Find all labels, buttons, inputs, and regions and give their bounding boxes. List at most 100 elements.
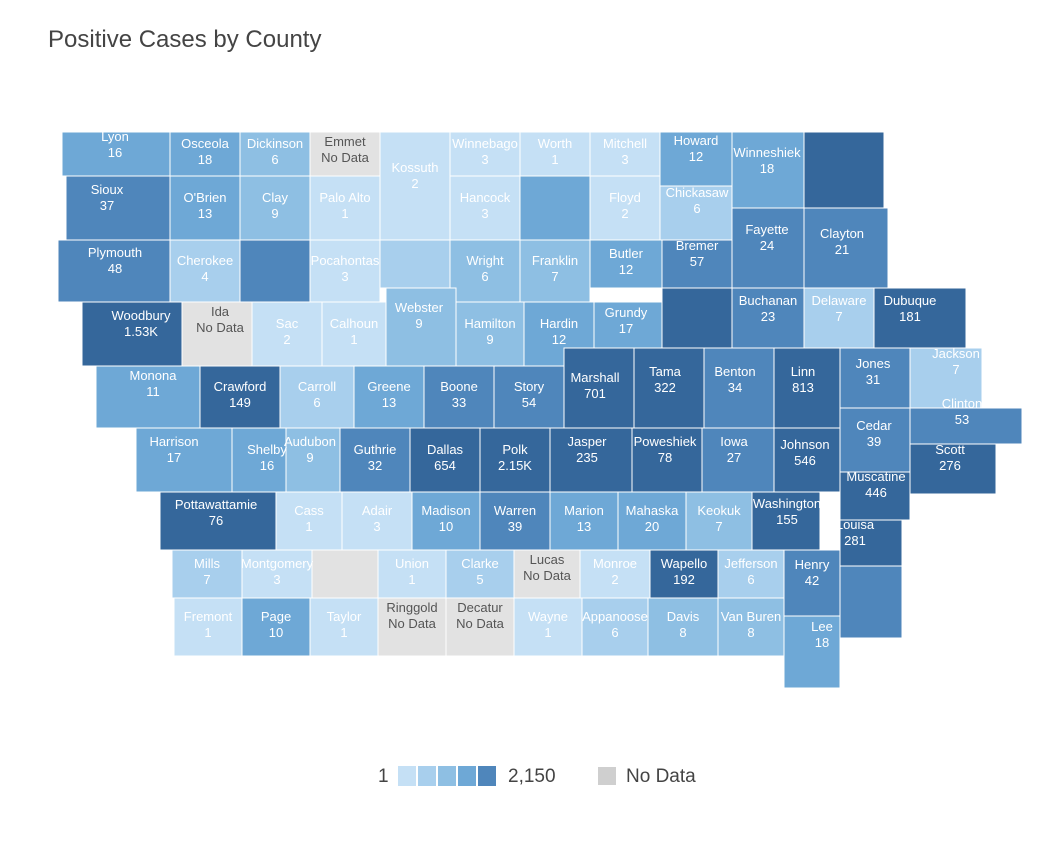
county-winneshiek[interactable]	[731, 131, 805, 209]
county-value-wright: 6	[481, 269, 488, 284]
county-jackson[interactable]	[909, 347, 983, 409]
county-plymouth[interactable]	[57, 239, 171, 303]
county-poweshiek[interactable]	[631, 427, 703, 493]
county-grundy[interactable]	[593, 301, 663, 349]
county-louisa[interactable]	[839, 519, 903, 567]
county-monroe[interactable]	[579, 549, 651, 599]
county-story[interactable]	[493, 365, 565, 429]
county-marion[interactable]	[549, 491, 619, 551]
county-jefferson[interactable]	[717, 549, 785, 599]
county-name-washington: Washington	[753, 496, 821, 511]
county-guthrie[interactable]	[339, 427, 411, 493]
county-o-brien[interactable]	[169, 175, 241, 241]
county-mills[interactable]	[171, 549, 243, 599]
county-ida[interactable]	[181, 301, 253, 367]
county-boone[interactable]	[423, 365, 495, 429]
county-humboldt[interactable]	[379, 239, 451, 289]
county-cass[interactable]	[275, 491, 343, 551]
county-value-poweshiek: 78	[658, 450, 672, 465]
county-name-shelby: Shelby	[247, 442, 287, 457]
county-value-calhoun: 1	[350, 332, 357, 347]
county-lyon[interactable]	[61, 131, 171, 177]
county-cherokee[interactable]	[169, 239, 241, 303]
county-osceola[interactable]	[169, 131, 241, 177]
county-appanoose[interactable]	[581, 597, 649, 657]
county-name-dallas: Dallas	[427, 442, 464, 457]
county-name-jefferson: Jefferson	[724, 556, 777, 571]
county-audubon[interactable]	[285, 427, 341, 493]
county-washington[interactable]	[751, 491, 821, 551]
county-marshall[interactable]	[563, 347, 635, 429]
county-name-tama: Tama	[649, 364, 682, 379]
county-woodbury[interactable]	[81, 301, 183, 367]
county-name-mitchell: Mitchell	[603, 136, 647, 151]
county-carroll[interactable]	[279, 365, 355, 429]
county-name-cass: Cass	[294, 503, 324, 518]
county-dubuque[interactable]	[873, 287, 967, 349]
county-dickinson[interactable]	[239, 131, 311, 177]
county-pottawattamie[interactable]	[159, 491, 277, 551]
county-value-dallas: 654	[434, 458, 456, 473]
county-cerro-gordo[interactable]	[519, 175, 591, 241]
county-jasper[interactable]	[549, 427, 633, 493]
county-harrison[interactable]	[135, 427, 233, 493]
county-wapello[interactable]	[649, 549, 719, 599]
county-value-guthrie: 32	[368, 458, 382, 473]
county-chickasaw[interactable]	[659, 185, 733, 241]
county-clayton[interactable]	[803, 207, 889, 289]
county-clay[interactable]	[239, 175, 311, 241]
county-name-winnebago: Winnebago	[452, 136, 518, 151]
county-name-worth: Worth	[538, 136, 572, 151]
county-fayette[interactable]	[731, 207, 805, 289]
county-clinton[interactable]	[909, 407, 1023, 445]
county-allamakee[interactable]	[803, 131, 885, 209]
county-greene[interactable]	[353, 365, 425, 429]
county-johnson[interactable]	[773, 427, 841, 493]
county-mitchell[interactable]	[589, 131, 661, 177]
county-sioux[interactable]	[65, 175, 171, 241]
county-value-sioux: 37	[100, 198, 114, 213]
county-pocahontas[interactable]	[309, 239, 381, 303]
county-ringgold[interactable]	[377, 597, 447, 657]
county-linn[interactable]	[773, 347, 841, 429]
county-warren[interactable]	[479, 491, 551, 551]
county-name-audubon: Audubon	[284, 434, 336, 449]
county-union[interactable]	[377, 549, 447, 599]
county-adams[interactable]	[311, 549, 379, 599]
county-palo-alto[interactable]	[309, 175, 381, 241]
county-name-sac: Sac	[276, 316, 299, 331]
county-value-taylor: 1	[340, 625, 347, 640]
county-floyd[interactable]	[589, 175, 661, 241]
county-buena-vista[interactable]	[239, 239, 311, 303]
county-scott[interactable]	[909, 443, 997, 495]
county-van-buren[interactable]	[717, 597, 785, 657]
county-page[interactable]	[241, 597, 311, 657]
county-fremont[interactable]	[173, 597, 243, 657]
county-crawford[interactable]	[199, 365, 281, 429]
county-name-pottawattamie: Pottawattamie	[175, 497, 257, 512]
county-monona[interactable]	[95, 365, 201, 429]
county-decatur[interactable]	[445, 597, 515, 657]
county-name-adair: Adair	[362, 503, 393, 518]
county-dallas[interactable]	[409, 427, 481, 493]
county-montgomery[interactable]	[241, 549, 313, 599]
county-name-henry: Henry	[795, 557, 830, 572]
county-butler[interactable]	[589, 239, 663, 289]
county-calhoun[interactable]	[321, 301, 387, 367]
county-hancock[interactable]	[449, 175, 521, 241]
county-webster[interactable]	[385, 287, 457, 367]
county-value-washington: 155	[776, 512, 798, 527]
county-tama[interactable]	[633, 347, 705, 429]
county-bremer[interactable]	[661, 239, 733, 289]
county-muscatine[interactable]	[839, 471, 911, 521]
county-des-moines[interactable]	[839, 565, 903, 639]
county-value-van-buren: 8	[747, 625, 754, 640]
county-taylor[interactable]	[309, 597, 379, 657]
county-benton[interactable]	[703, 347, 775, 429]
county-lee[interactable]	[783, 615, 841, 689]
county-iowa[interactable]	[701, 427, 775, 493]
county-howard[interactable]	[659, 131, 733, 187]
county-name-lyon: Lyon	[101, 129, 129, 144]
county-name-cherokee: Cherokee	[177, 253, 233, 268]
county-black-hawk[interactable]	[661, 287, 733, 349]
